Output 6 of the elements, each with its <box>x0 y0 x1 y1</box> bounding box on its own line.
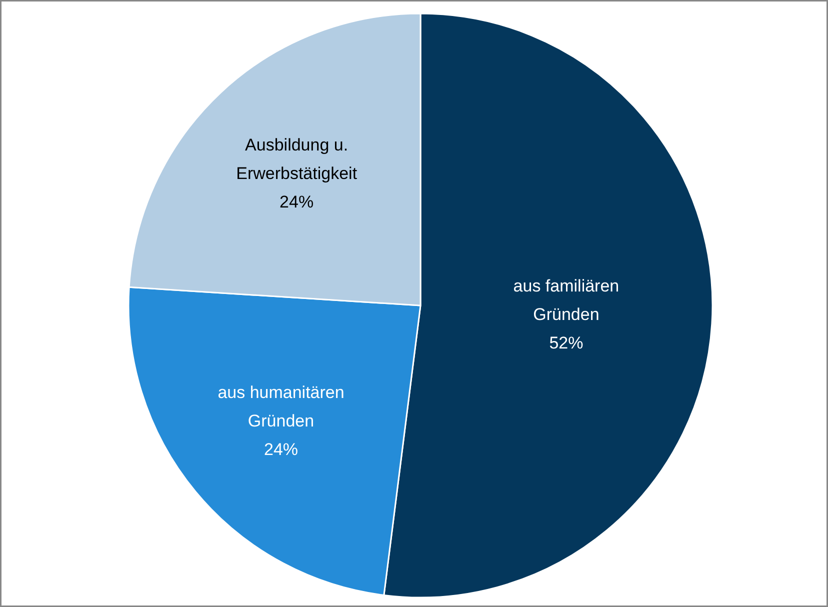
slice-label: aus familiären Gründen <box>513 276 620 324</box>
slice-label: aus humanitären Gründen <box>218 382 344 430</box>
data-label: 24% <box>264 440 298 459</box>
slice-label: Ausbildung u. Erwerbstätigkeit <box>236 136 358 184</box>
data-label: 24% <box>280 192 314 212</box>
data-label: 52% <box>549 334 584 353</box>
